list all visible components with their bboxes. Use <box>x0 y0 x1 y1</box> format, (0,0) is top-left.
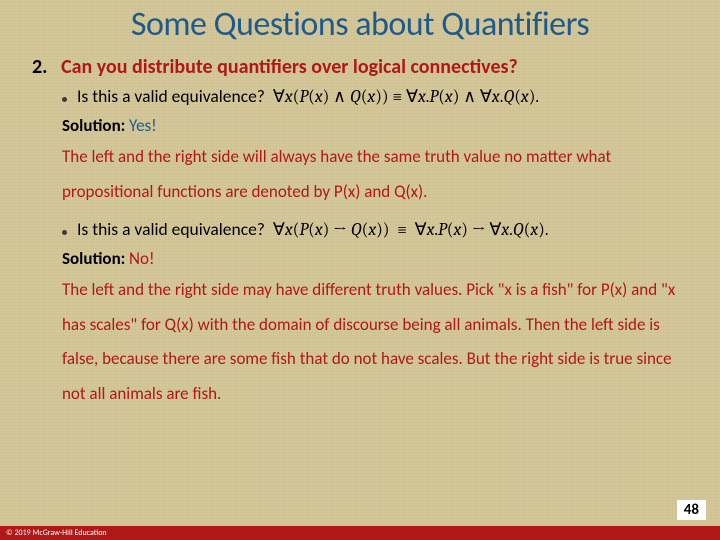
formula-2: ∀x(P(x) → Q(x)) ≡ ∀x.P(x) → ∀x.Q(x). <box>273 220 549 240</box>
prompt-text: Is this a valid equivalence? <box>77 218 265 240</box>
explanation-1: The left and the right side will always … <box>62 140 692 210</box>
sub-item-2: Is this a valid equivalence? ∀x(P(x) → Q… <box>62 218 692 240</box>
bullet-icon <box>62 97 67 102</box>
slide-body: Some Questions about Quantifiers 2. Can … <box>0 0 720 412</box>
prompt-line: Is this a valid equivalence? ∀x(P(x) ∧ Q… <box>77 85 539 107</box>
slide-title: Some Questions about Quantifiers <box>28 4 692 45</box>
solution-answer: Yes! <box>129 115 157 136</box>
copyright-footer: © 2019 McGraw-Hill Education <box>0 526 720 540</box>
explanation-2: The left and the right side may have dif… <box>62 273 692 412</box>
question-number: 2. <box>32 55 47 79</box>
prompt-line: Is this a valid equivalence? ∀x(P(x) → Q… <box>77 218 548 240</box>
bullet-icon <box>62 230 67 235</box>
solution-2: Solution: No! <box>62 248 692 269</box>
sub-item-1: Is this a valid equivalence? ∀x(P(x) ∧ Q… <box>62 85 692 107</box>
solution-label: Solution: <box>62 248 125 269</box>
main-question: 2. Can you distribute quantifiers over l… <box>32 55 692 79</box>
formula-1: ∀x(P(x) ∧ Q(x)) ≡ ∀x.P(x) ∧ ∀x.Q(x). <box>273 87 539 107</box>
prompt-text: Is this a valid equivalence? <box>77 85 265 107</box>
solution-label: Solution: <box>62 115 125 136</box>
solution-1: Solution: Yes! <box>62 115 692 136</box>
question-text: Can you distribute quantifiers over logi… <box>61 55 518 79</box>
solution-answer: No! <box>129 248 154 269</box>
page-number: 48 <box>677 500 706 520</box>
